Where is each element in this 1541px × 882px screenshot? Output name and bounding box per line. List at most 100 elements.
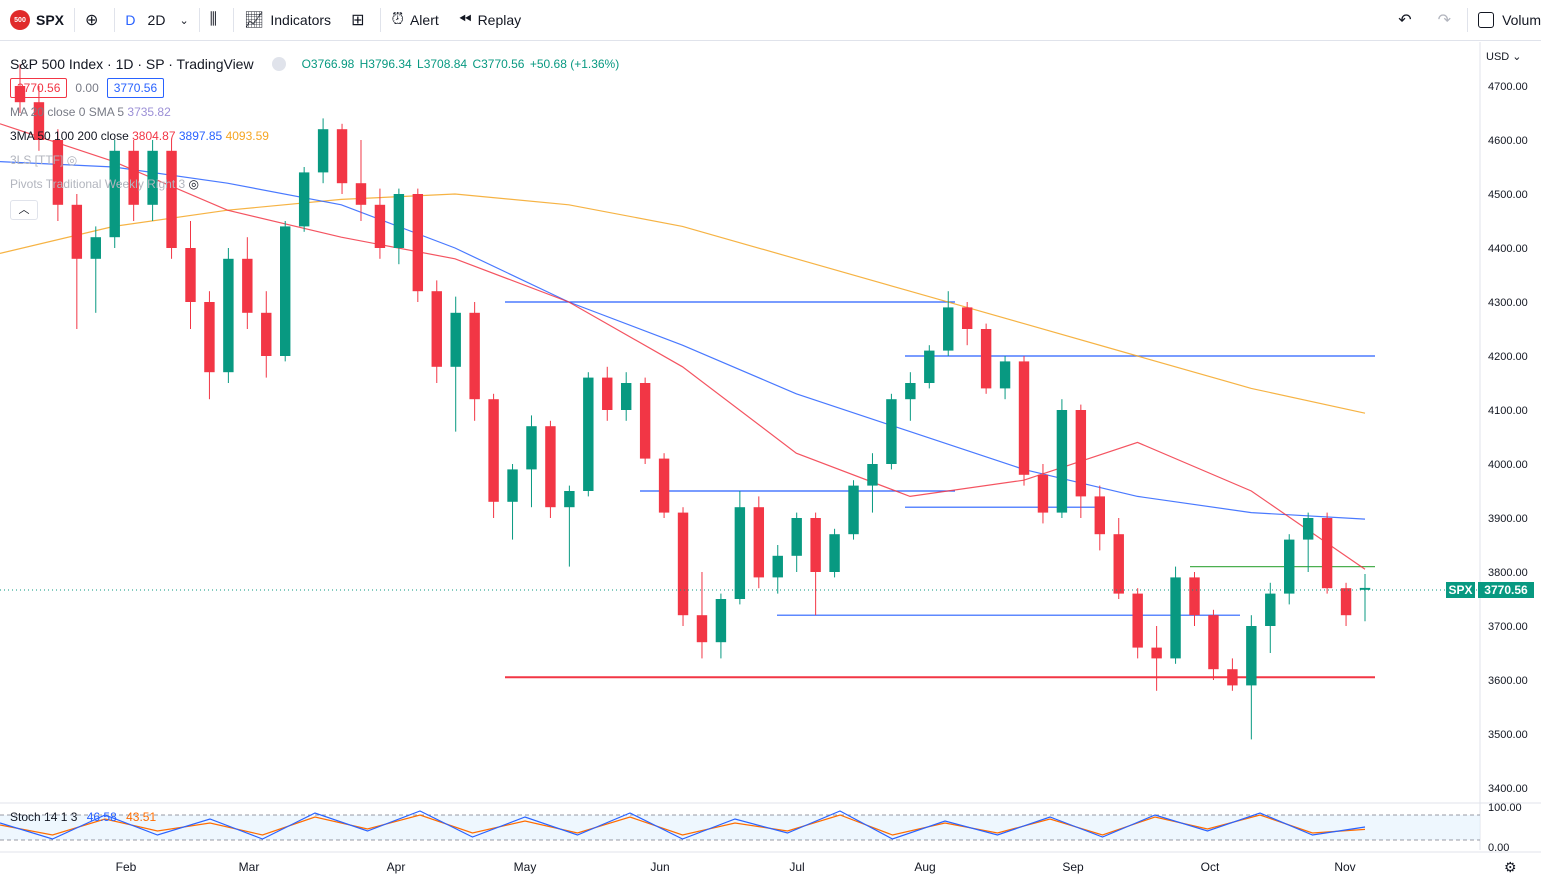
price-tick-label: 4100.00 [1488, 405, 1528, 417]
redo-button[interactable]: ↷ [1428, 0, 1467, 41]
candle-body [848, 485, 859, 535]
price-tick-label: 3400.00 [1488, 783, 1528, 795]
sma200-value: 4093.59 [225, 129, 269, 143]
candle-body [1246, 626, 1257, 686]
sma3-indicator-row[interactable]: 3MA 50 100 200 close 3804.87 3897.85 409… [10, 124, 621, 148]
price-tick-label: 3600.00 [1488, 675, 1528, 687]
toolbar-divider [198, 8, 200, 32]
price-tick-label: 4200.00 [1488, 351, 1528, 363]
candle-body [1094, 496, 1105, 535]
plus-circle-icon: ⊕ [85, 12, 99, 29]
candle-body [33, 102, 45, 140]
month-tick-label: Jun [650, 860, 669, 874]
price-axis: 4700.00 4600.00 4500.00 4400.00 4300.00 4200.… [1488, 81, 1528, 795]
price-tick-label: 3900.00 [1488, 513, 1528, 525]
candle-body [431, 291, 442, 367]
templates-button[interactable]: ⊞ [341, 0, 380, 41]
candle-body [1208, 615, 1219, 670]
interval-2d-button[interactable]: 2D ⌄ [146, 0, 199, 41]
month-tick-label: Jul [789, 860, 804, 874]
indicators-button[interactable]: 📈︎ Indicators [234, 0, 341, 41]
tls-indicator-row[interactable]: 3LS [TTF] ◎ [10, 148, 621, 172]
close-value: C3770.56 [472, 57, 525, 71]
candle-body [1284, 539, 1295, 594]
change-value: +50.68 (+1.36%) [529, 57, 620, 71]
chart-legend: S&P 500 Index · 1D · SP · TradingView O3… [10, 52, 621, 220]
replay-button[interactable]: ⏪︎ Replay [449, 0, 531, 41]
candle-body [1265, 593, 1276, 626]
last-price-tag: 3770.56 [1478, 582, 1534, 598]
toolbar-divider [233, 8, 235, 32]
candle-body [772, 555, 783, 578]
candle-body [658, 458, 670, 513]
candle-body [639, 383, 651, 459]
ask-box[interactable]: 3770.56 [106, 78, 165, 98]
volume-label: Volum [1502, 12, 1541, 28]
candle-body [564, 491, 575, 508]
candle-body [924, 350, 935, 383]
currency-selector[interactable]: USD ⌄ [1486, 50, 1522, 63]
replay-label: Replay [477, 12, 522, 28]
bid-ask-row: 3770.56 0.00 3770.56 [10, 76, 621, 100]
candle-body [1359, 587, 1371, 590]
stoch-label: Stoch 14 1 3 [10, 810, 78, 824]
candle-body [450, 312, 461, 367]
chart-type-button[interactable]: ⫼ [200, 0, 233, 41]
candle-body [317, 129, 329, 173]
candle-body [128, 150, 139, 205]
candle-body [526, 426, 537, 470]
candle-body [620, 383, 632, 410]
undo-icon: ↶ [1398, 12, 1412, 29]
sma50-line [0, 123, 1366, 570]
candle-body [734, 507, 746, 599]
ma-value: 3735.82 [127, 105, 171, 119]
spx-logo-icon: 500 [10, 10, 30, 30]
low-value: L3708.84 [417, 57, 468, 71]
candle-body [753, 507, 765, 578]
candle-body [298, 172, 310, 227]
legend-title-row: S&P 500 Index · 1D · SP · TradingView O3… [10, 52, 621, 76]
price-tick-label: 3500.00 [1488, 729, 1528, 741]
eye-hidden-icon[interactable]: ◎ [188, 177, 200, 191]
pivots-label: Pivots Traditional Weekly Right 3 [10, 177, 186, 191]
alert-button[interactable]: ⏰︎ Alert [381, 0, 448, 41]
stoch-tick-label: 100.00 [1488, 802, 1522, 814]
interval-d-label: D [125, 12, 136, 28]
eye-hidden-icon[interactable]: ◎ [66, 153, 78, 167]
sma100-value: 3897.85 [178, 129, 223, 143]
stoch-k-value: 46.58 [86, 810, 117, 824]
high-value: H3796.34 [359, 57, 412, 71]
price-tick-label: 4000.00 [1488, 459, 1528, 471]
month-tick-label: Mar [239, 860, 260, 874]
alert-label: Alert [409, 12, 439, 28]
candle-body [696, 615, 708, 643]
candle-body [223, 258, 234, 373]
ma-indicator-row[interactable]: MA 20 close 0 SMA 5 3735.82 [10, 100, 621, 124]
redo-icon: ↷ [1437, 12, 1452, 29]
stoch-legend[interactable]: Stoch 14 1 3 46.58 43.51 [10, 810, 156, 824]
market-status-icon [271, 57, 286, 71]
volume-toggle[interactable]: Volum [1468, 0, 1541, 41]
bid-box[interactable]: 3770.56 [10, 78, 68, 98]
candle-body [829, 534, 840, 572]
interval-d-button[interactable]: D [115, 0, 145, 41]
candles-icon: ⫼ [209, 11, 218, 28]
settings-gear-icon[interactable]: ⚙ [1504, 859, 1517, 875]
stoch-k-line [0, 810, 1366, 840]
collapse-legend-button[interactable]: ︿ [10, 200, 38, 220]
price-tick-label: 3800.00 [1488, 567, 1528, 579]
stoch-tick-label: 0.00 [1488, 842, 1509, 854]
compare-button[interactable]: ⊕ [75, 0, 114, 41]
candle-body [374, 204, 386, 248]
undo-button[interactable]: ↶ [1388, 0, 1427, 41]
price-tick-label: 4300.00 [1488, 297, 1528, 309]
symbol-search-button[interactable]: 500 SPX [0, 0, 74, 41]
month-tick-label: Feb [116, 860, 137, 874]
pivots-indicator-row[interactable]: Pivots Traditional Weekly Right 3 ◎ [10, 172, 621, 196]
moving-averages [0, 123, 1366, 570]
stoch-band [0, 815, 1480, 840]
stochastic-pane: 100.00 0.00 [0, 802, 1522, 854]
toolbar-divider [74, 8, 76, 32]
candles [14, 64, 1371, 740]
